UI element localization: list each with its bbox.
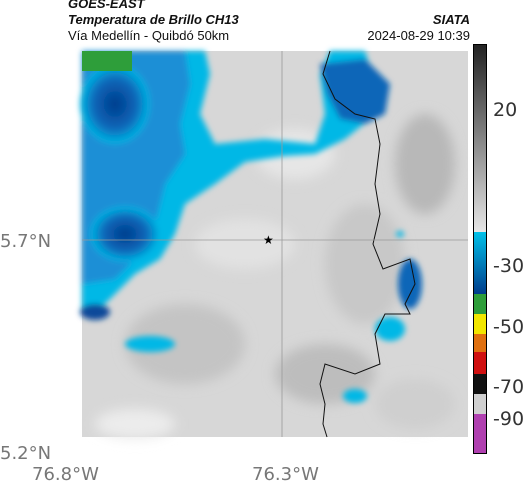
colorbar-tick-20: 20 <box>493 99 518 121</box>
lon-label-76.3: 76.3°W <box>252 464 319 485</box>
colorbar-tick-minus90: -90 <box>493 408 525 430</box>
timestamp: 2024-08-29 10:39 <box>367 28 470 43</box>
channel-title: Temperatura de Brillo CH13 <box>68 12 239 27</box>
lon-label-76.8: 76.8°W <box>32 464 99 485</box>
warm-spot <box>82 51 132 71</box>
satellite-map: ★ <box>65 44 470 454</box>
colorbar <box>473 44 487 454</box>
colorbar-tick-minus70: -70 <box>493 376 525 398</box>
lat-label-5.7: 5.7°N <box>0 231 52 252</box>
region-subtitle: Vía Medellín - Quibdó 50km <box>68 28 230 43</box>
source-label: SIATA <box>432 12 470 27</box>
colorbar-tick-minus50: -50 <box>493 316 525 338</box>
cold-cloud-region <box>80 51 422 403</box>
colorbar-tick-minus30: -30 <box>493 255 525 277</box>
product-title: GOES-EAST <box>68 0 145 11</box>
border-line <box>319 50 416 438</box>
star-icon: ★ <box>263 233 274 247</box>
lat-label-5.2: 5.2°N <box>0 443 52 464</box>
